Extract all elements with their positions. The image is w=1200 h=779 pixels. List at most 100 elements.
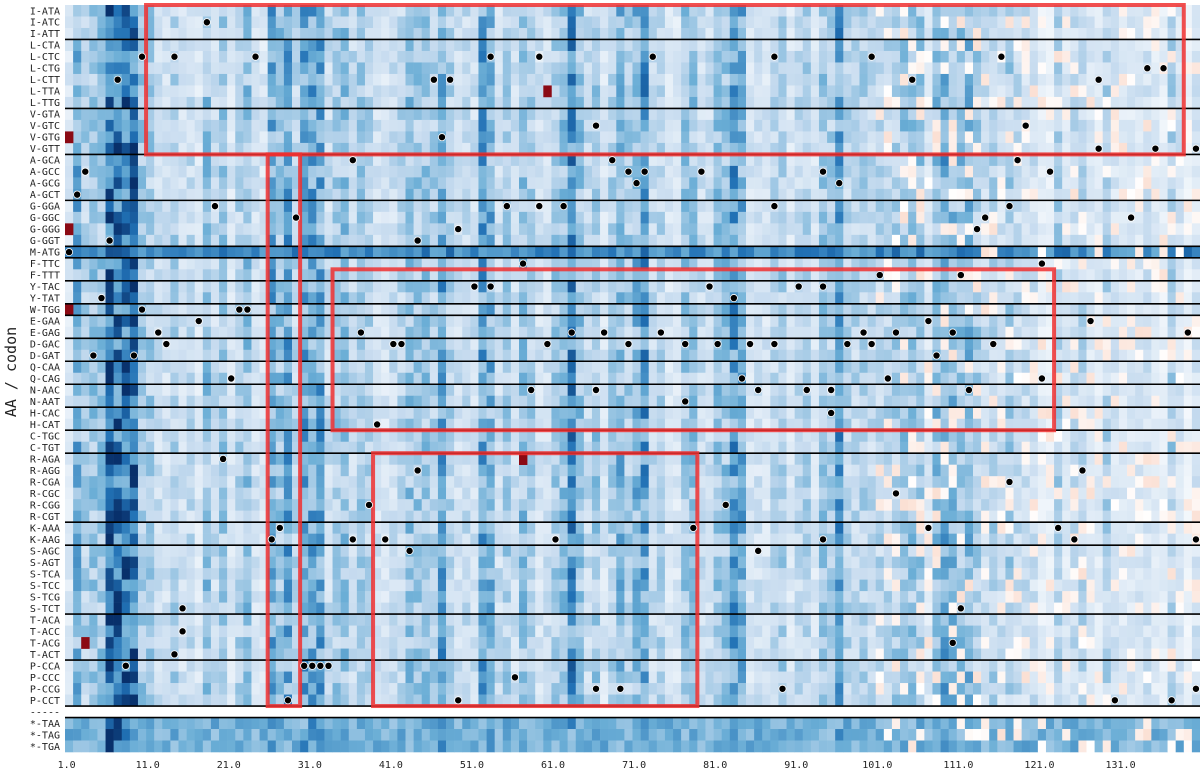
heatmap-cell [316, 96, 325, 109]
heatmap-cell [843, 257, 852, 270]
heatmap-cell [1013, 211, 1022, 224]
heatmap-cell [1127, 131, 1136, 144]
heatmap-cell [818, 303, 828, 316]
heatmap-cell [470, 16, 479, 29]
heatmap-cell [575, 361, 585, 374]
heatmap-cell [527, 292, 536, 305]
heatmap-cell [835, 39, 844, 52]
heatmap-cell [1118, 269, 1128, 282]
heatmap-cell [705, 292, 714, 305]
heatmap-cell [97, 257, 106, 270]
heatmap-cell [446, 50, 455, 63]
heatmap-cell [835, 372, 844, 385]
heatmap-cell [332, 280, 341, 293]
heatmap-cell [851, 108, 860, 121]
heatmap-cell [137, 349, 147, 362]
heatmap-cell [851, 246, 860, 259]
heatmap-cell [900, 96, 909, 109]
heatmap-cell [494, 407, 504, 420]
heatmap-cell [210, 62, 220, 75]
heatmap-cell [89, 257, 98, 270]
heatmap-cell [964, 50, 974, 63]
heatmap-cell [737, 315, 747, 328]
heatmap-cell [810, 177, 820, 190]
heatmap-cell [810, 280, 820, 293]
heatmap-cell [551, 165, 560, 178]
heatmap-cell [648, 269, 658, 282]
heatmap-cell [1175, 303, 1185, 316]
heatmap-cell [510, 349, 520, 362]
heatmap-cell [194, 395, 204, 408]
heatmap-cell [397, 211, 406, 224]
heatmap-cell [348, 200, 358, 213]
heatmap-cell [656, 257, 666, 270]
heatmap-cell [883, 246, 893, 259]
heatmap-cell [1118, 211, 1128, 224]
heatmap-cell [235, 326, 244, 339]
heatmap-cell [267, 108, 277, 121]
heatmap-cell [129, 372, 139, 385]
heatmap-cell [356, 50, 366, 63]
heatmap-cell [478, 234, 487, 247]
heatmap-cell [437, 395, 447, 408]
heatmap-cell [648, 165, 658, 178]
heatmap-cell [1159, 165, 1168, 178]
heatmap-cell [559, 165, 568, 178]
heatmap-cell [883, 73, 893, 86]
heatmap-cell [1143, 349, 1152, 362]
heatmap-cell [843, 280, 852, 293]
heatmap-cell [502, 188, 512, 201]
heatmap-cell [105, 177, 114, 190]
heatmap-cell [1159, 349, 1168, 362]
heatmap-cell [1037, 338, 1047, 351]
heatmap-cell [989, 188, 998, 201]
heatmap-cell [1118, 142, 1128, 155]
heatmap-cell [908, 395, 917, 408]
heatmap-cell [397, 73, 406, 86]
heatmap-cell [348, 407, 358, 420]
heatmap-cell [421, 246, 431, 259]
heatmap-cell [1029, 361, 1039, 374]
heatmap-cell [210, 131, 220, 144]
heatmap-cell [1102, 338, 1112, 351]
heatmap-cell [283, 27, 293, 40]
heatmap-cell [867, 326, 877, 339]
heatmap-cell [737, 338, 747, 351]
heatmap-cell [875, 234, 885, 247]
heatmap-cell [486, 223, 495, 236]
heatmap-cell [810, 269, 820, 282]
heatmap-cell [194, 338, 204, 351]
heatmap-cell [916, 142, 925, 155]
heatmap-cell [1167, 62, 1176, 75]
heatmap-cell [551, 326, 560, 339]
heatmap-cell [656, 131, 666, 144]
heatmap-cell [721, 372, 731, 385]
heatmap-cell [543, 395, 552, 408]
heatmap-cell [656, 223, 666, 236]
heatmap-cell [916, 361, 925, 374]
heatmap-cell [859, 39, 868, 52]
heatmap-cell [162, 73, 171, 86]
heatmap-cell [721, 326, 731, 339]
heatmap-cell [754, 315, 763, 328]
heatmap-cell [964, 39, 974, 52]
heatmap-cell [470, 27, 479, 40]
heatmap-cell [137, 223, 147, 236]
heatmap-cell [364, 119, 374, 132]
heatmap-cell [1094, 223, 1104, 236]
heatmap-cell [746, 108, 755, 121]
heatmap-cell [875, 16, 885, 29]
heatmap-cell [65, 177, 74, 190]
heatmap-cell [827, 5, 836, 17]
heatmap-cell [632, 246, 641, 259]
heatmap-cell [827, 338, 836, 351]
heatmap-cell [502, 131, 512, 144]
heatmap-cell [137, 280, 147, 293]
heatmap-cell [235, 338, 244, 351]
heatmap-cell [689, 246, 698, 259]
heatmap-cell [332, 384, 341, 397]
heatmap-cell [843, 73, 852, 86]
heatmap-cell [1078, 119, 1087, 132]
heatmap-cell [235, 96, 244, 109]
heatmap-cell [162, 269, 171, 282]
